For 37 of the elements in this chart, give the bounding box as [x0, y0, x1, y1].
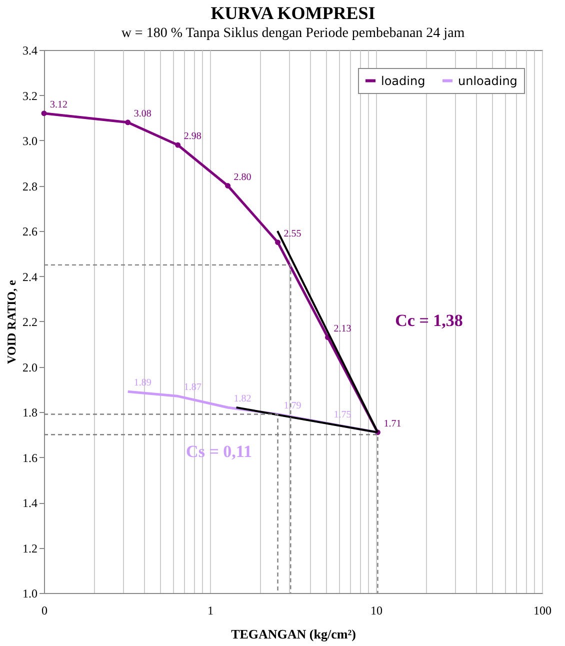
y-tick-label: 3.0 [22, 134, 38, 148]
data-label: 2.55 [284, 228, 302, 240]
legend-label: loading [381, 74, 426, 88]
y-tick-label: 1.8 [22, 406, 38, 420]
x-axis-title: TEGANGAN (kg/cm²) [231, 626, 356, 642]
y-axis-title: VOID RATIO, e [4, 279, 18, 364]
y-tick-label: 2.6 [22, 224, 38, 238]
chart-title: KURVA KOMPRESI [210, 3, 376, 23]
data-label: 1.75 [334, 409, 352, 420]
x-tick-label: 1 [208, 604, 214, 618]
annotation: Cs = 0,11 [186, 442, 252, 461]
y-tick-label: 2.2 [22, 315, 38, 329]
y-tick-label: 2.8 [22, 179, 38, 194]
legend-label: unloading [458, 74, 518, 88]
data-label: 1.79 [284, 400, 302, 412]
data-label: 2.80 [234, 172, 252, 183]
y-tick-label: 3.4 [22, 44, 38, 58]
data-label: 2.98 [184, 131, 202, 142]
data-label: 1.71 [384, 418, 402, 430]
data-label: 2.13 [334, 323, 352, 334]
data-label: 3.12 [50, 99, 68, 110]
y-tick-label: 1.2 [22, 541, 38, 556]
data-label: 1.89 [134, 378, 152, 389]
y-tick-label: 2.0 [22, 360, 38, 374]
y-tick-label: 1.6 [22, 450, 38, 465]
y-tick-label: 1.0 [22, 586, 38, 600]
x-tick-label: 10 [370, 604, 382, 618]
y-tick-label: 1.4 [22, 496, 38, 510]
data-label: 1.87 [184, 382, 202, 394]
data-label: 1.82 [234, 393, 252, 404]
chart-subtitle: w = 180 % Tanpa Siklus dengan Periode pembebanan 24 jam [121, 26, 465, 41]
data-label: 3.08 [134, 108, 152, 120]
x-tick-label: 0 [42, 604, 48, 618]
annotation: Cc = 1,38 [395, 311, 463, 330]
y-tick-label: 3.2 [22, 88, 38, 103]
x-tick-label: 100 [534, 604, 552, 618]
y-tick-label: 2.4 [22, 270, 38, 284]
